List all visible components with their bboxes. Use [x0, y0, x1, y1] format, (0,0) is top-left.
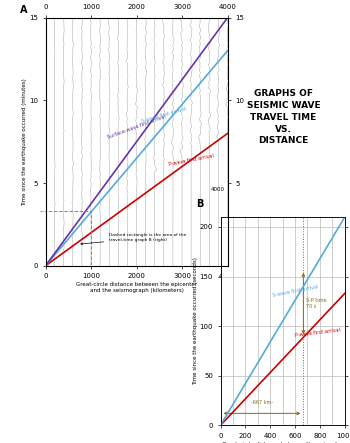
Text: GRAPHS OF
SEISMIC WAVE
TRAVEL TIME
VS.
DISTANCE: GRAPHS OF SEISMIC WAVE TRAVEL TIME VS. D…	[247, 89, 320, 145]
Text: Dashed rectangle is the area of the
travel-time graph B (right): Dashed rectangle is the area of the trav…	[81, 233, 187, 245]
Text: -667 km-: -667 km-	[251, 400, 273, 405]
X-axis label: Great-circle distance between the epicenter
and the seismograph (kilometers): Great-circle distance between the epicen…	[222, 442, 343, 443]
Text: 4000: 4000	[211, 187, 225, 192]
Text: A: A	[20, 5, 28, 15]
Text: B: B	[196, 199, 203, 209]
Text: P-wave first arrival: P-wave first arrival	[294, 327, 341, 338]
Bar	[46, 211, 91, 266]
Y-axis label: Time since the earthquake occurred (minutes): Time since the earthquake occurred (minu…	[22, 78, 27, 206]
Text: Surface-wave first arrival: Surface-wave first arrival	[106, 114, 167, 140]
Text: S-wave first arrival: S-wave first arrival	[272, 285, 318, 299]
Text: P-wave first arrival: P-wave first arrival	[168, 153, 214, 167]
Text: S-wave first arrival: S-wave first arrival	[141, 106, 187, 124]
Text: S-P time
70 s: S-P time 70 s	[306, 298, 326, 309]
Y-axis label: Time since the earthquake occurred (seconds): Time since the earthquake occurred (seco…	[193, 257, 198, 385]
X-axis label: Great-circle distance between the epicenter
and the seismograph (kilometers): Great-circle distance between the epicen…	[76, 282, 197, 293]
